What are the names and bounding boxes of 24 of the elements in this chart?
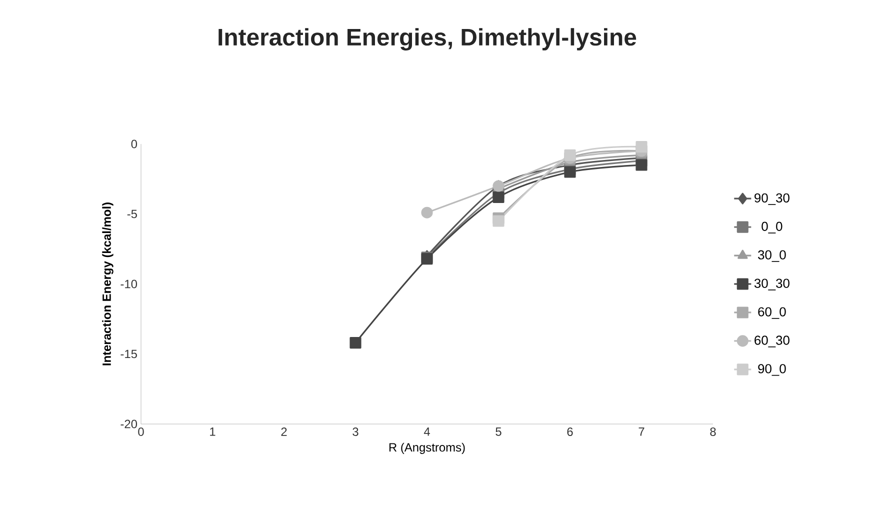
y-axis-title: Interaction Energy (kcal/mol): [102, 202, 114, 366]
x-axis-title: R (Angstroms): [389, 442, 465, 454]
x-tick-label: 3: [352, 428, 358, 436]
x-tick-label: 1: [210, 428, 216, 436]
y-tick-label: -15: [120, 350, 137, 358]
legend-label: 30_0: [758, 250, 786, 262]
x-tick-label: 0: [138, 428, 144, 436]
legend-label: 60_0: [758, 307, 786, 319]
x-tick-label: 5: [496, 428, 502, 436]
x-tick-label: 8: [710, 428, 716, 436]
legend-label: 60_30: [754, 336, 790, 348]
chart-title: Interaction Energies, Dimethyl-lysine: [218, 28, 636, 50]
legend-label: 0_0: [762, 222, 782, 234]
x-tick-label: 7: [638, 428, 644, 436]
legend-label: 90_0: [758, 364, 786, 376]
y-tick-label: -10: [120, 280, 138, 288]
x-tick-label: 4: [424, 428, 430, 436]
legend-label: 30_30: [754, 278, 790, 290]
y-tick-label: -20: [120, 420, 138, 428]
y-tick-label: -5: [127, 210, 137, 218]
y-tick-label: 0: [131, 140, 138, 148]
x-tick-label: 2: [281, 428, 287, 436]
x-tick-label: 6: [567, 428, 573, 436]
legend-label: 90_30: [754, 193, 790, 205]
